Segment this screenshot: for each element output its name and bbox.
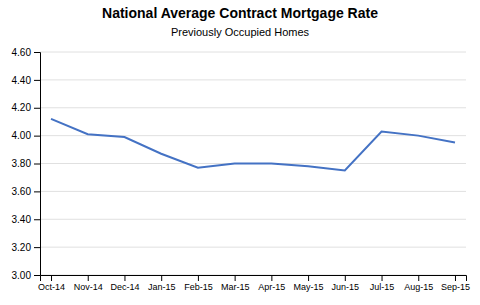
y-tick-label: 3.60 (12, 186, 32, 197)
x-tick-mark (161, 275, 162, 281)
y-tick-mark (34, 219, 40, 220)
x-tick: Dec-14 (110, 275, 139, 292)
x-tick: Feb-15 (184, 275, 213, 292)
y-axis-line (34, 53, 41, 276)
y-tick: 3.40 (12, 214, 40, 225)
x-tick-mark (51, 275, 52, 281)
grid-line (40, 191, 466, 192)
x-tick: Aug-15 (404, 275, 433, 292)
x-tick-mark (271, 275, 272, 281)
x-tick-mark (198, 275, 199, 281)
x-tick-mark (88, 275, 89, 281)
x-tick-label: Oct-14 (38, 282, 65, 292)
y-tick: 3.00 (12, 270, 40, 281)
y-tick-label: 4.00 (12, 130, 32, 141)
x-tick: Nov-14 (74, 275, 103, 292)
x-tick: Jul-15 (370, 275, 395, 292)
y-tick-mark (34, 108, 40, 109)
y-tick: 3.60 (12, 186, 40, 197)
title: National Average Contract Mortgage Rate (102, 5, 378, 21)
y-tick: 3.20 (12, 242, 40, 253)
x-tick: Jan-15 (148, 275, 176, 292)
y-tick-label: 3.00 (12, 270, 32, 281)
plot-area: 3.00 3.20 3.40 3.60 3.80 4.00 4.20 4.40 4.60 Oct-… (12, 47, 470, 293)
y-tick: 4.20 (12, 102, 40, 113)
chart: National Average Contract Mortgage Rate P… (0, 0, 480, 305)
y-tick-mark (34, 164, 40, 165)
x-tick-label: Jun-15 (332, 282, 360, 292)
y-tick: 3.80 (12, 158, 40, 169)
x-axis: Oct-14 Nov-14 Dec-14 Jan-15 Feb-15 Mar-15 Apr-… (38, 275, 470, 292)
grid (40, 52, 466, 275)
grid-line (40, 79, 466, 80)
y-tick-label: 3.40 (12, 214, 32, 225)
x-tick-mark (382, 275, 383, 281)
y-tick: 4.60 (12, 47, 40, 58)
line (51, 119, 455, 171)
marks (51, 119, 455, 171)
x-tick-label: Sep-15 (441, 282, 470, 292)
x-tick-label: Feb-15 (184, 282, 213, 292)
x-tick-mark (308, 275, 309, 281)
x-tick-label: May-15 (294, 282, 324, 292)
y-tick-mark (34, 52, 40, 53)
y-tick: 4.40 (12, 75, 40, 86)
y-tick: 4.00 (12, 130, 40, 141)
x-tick-label: Aug-15 (404, 282, 433, 292)
grid-line (40, 52, 466, 53)
y-tick-label: 4.40 (12, 75, 32, 86)
x-tick: Jun-15 (332, 275, 360, 292)
grid-line (40, 247, 466, 248)
y-tick-mark (34, 136, 40, 137)
y-tick-mark (34, 80, 40, 81)
x-tick-label: Dec-14 (110, 282, 139, 292)
grid-line (40, 219, 466, 220)
x-tick-label: Jan-15 (148, 282, 176, 292)
subtitle: Previously Occupied Homes (171, 26, 310, 38)
y-tick-label: 3.20 (12, 242, 32, 253)
y-tick-mark (34, 191, 40, 192)
x-tick: May-15 (294, 275, 324, 292)
grid-line (40, 107, 466, 108)
y-tick-label: 3.80 (12, 158, 32, 169)
y-tick-label: 4.20 (12, 102, 32, 113)
x-tick-label: Jul-15 (370, 282, 395, 292)
y-tick-mark (34, 275, 40, 276)
x-tick-label: Mar-15 (221, 282, 250, 292)
x-tick-mark (418, 275, 419, 281)
x-tick: Mar-15 (221, 275, 250, 292)
x-tick-mark (235, 275, 236, 281)
y-tick-label: 4.60 (12, 47, 32, 58)
y-tick-mark (34, 247, 40, 248)
y-axis: 3.00 3.20 3.40 3.60 3.80 4.00 4.20 4.40 4.60 (12, 47, 41, 281)
x-tick-label: Nov-14 (74, 282, 103, 292)
x-tick: Sep-15 (441, 275, 470, 292)
x-tick-mark (124, 275, 125, 281)
x-tick: Apr-15 (258, 275, 285, 292)
x-tick-mark (345, 275, 346, 281)
x-tick-mark (455, 275, 456, 281)
x-tick: Oct-14 (38, 275, 65, 292)
x-tick-label: Apr-15 (258, 282, 285, 292)
x-axis-line (41, 276, 467, 282)
